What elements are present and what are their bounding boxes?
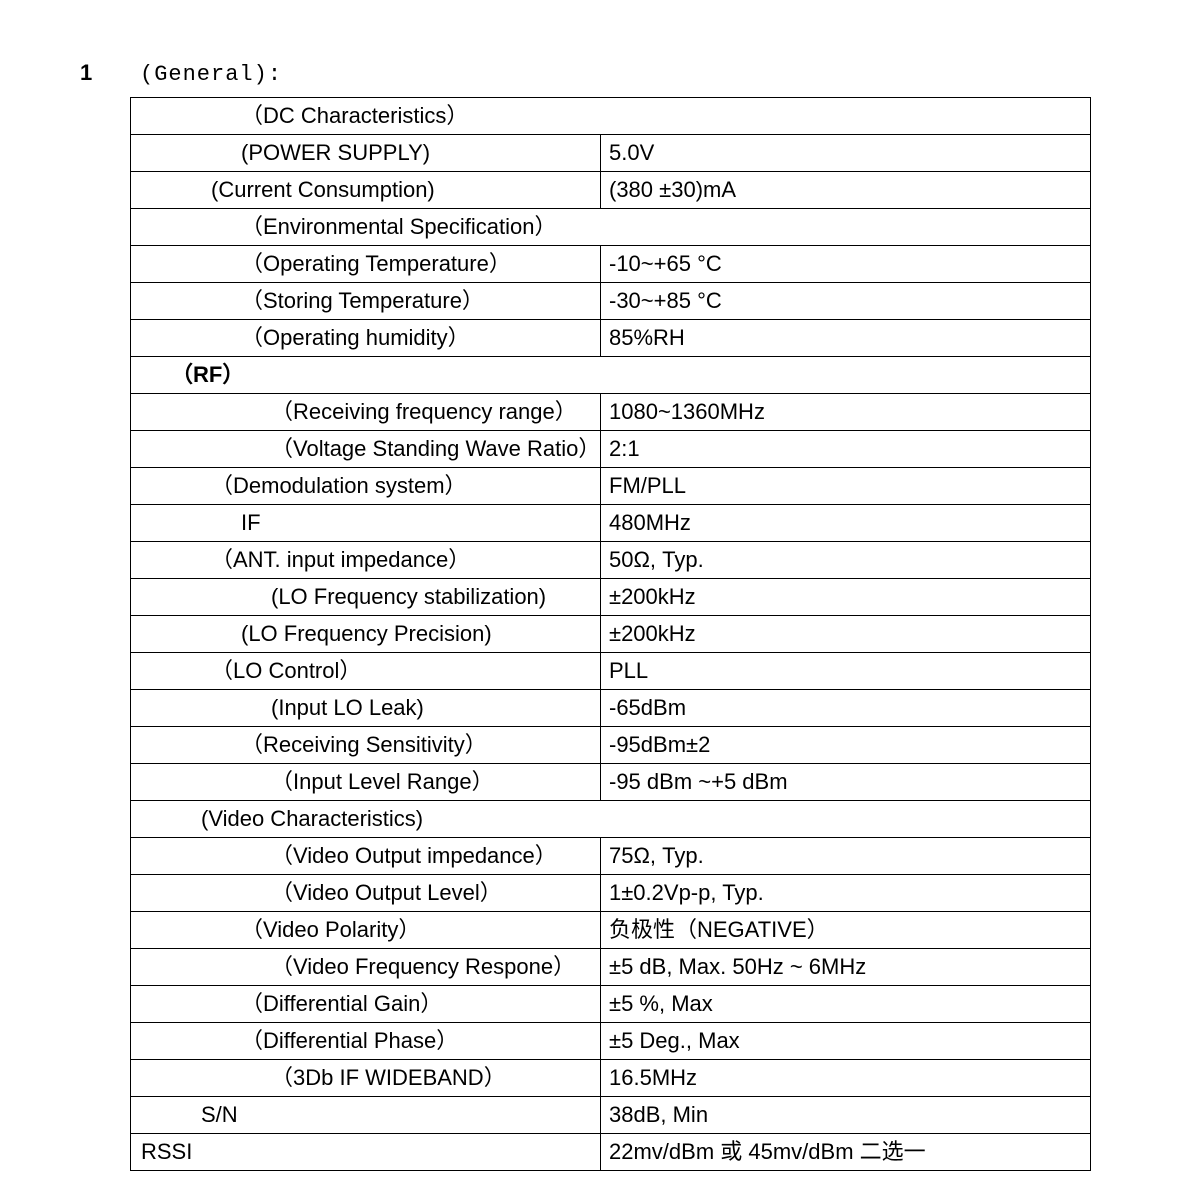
spec-label-cell: （Input Level Range）: [131, 764, 601, 801]
table-row: (POWER SUPPLY)5.0V: [131, 135, 1091, 172]
spec-label-cell: （Receiving Sensitivity）: [131, 727, 601, 764]
table-row: （ANT. input impedance）50Ω, Typ.: [131, 542, 1091, 579]
table-row: （Video Output impedance）75Ω, Typ.: [131, 838, 1091, 875]
table-row: （RF）: [131, 357, 1091, 394]
spec-label-cell: IF: [131, 505, 601, 542]
spec-label-cell: (Input LO Leak): [131, 690, 601, 727]
spec-label-cell: （Storing Temperature）: [131, 283, 601, 320]
spec-label-cell: （Differential Phase）: [131, 1023, 601, 1060]
spec-value-cell: 50Ω, Typ.: [601, 542, 1091, 579]
spec-label-cell: (Current Consumption): [131, 172, 601, 209]
table-row: S/N38dB, Min: [131, 1097, 1091, 1134]
spec-value-cell: 22mv/dBm 或 45mv/dBm 二选一: [601, 1134, 1091, 1171]
spec-value-cell: PLL: [601, 653, 1091, 690]
table-row: （Receiving Sensitivity）-95dBm±2: [131, 727, 1091, 764]
spec-value-cell: ±200kHz: [601, 579, 1091, 616]
section-header-cell: （DC Characteristics）: [131, 98, 1091, 135]
spec-value-cell: 480MHz: [601, 505, 1091, 542]
spec-label-cell: （LO Control）: [131, 653, 601, 690]
table-row: （Differential Phase）±5 Deg., Max: [131, 1023, 1091, 1060]
spec-value-cell: ±200kHz: [601, 616, 1091, 653]
page: 1 (General): （DC Characteristics）(POWER …: [0, 0, 1200, 1171]
spec-value-cell: -10~+65 °C: [601, 246, 1091, 283]
table-row: （Video Frequency Respone）±5 dB, Max. 50H…: [131, 949, 1091, 986]
spec-value-cell: 38dB, Min: [601, 1097, 1091, 1134]
spec-label-cell: （Demodulation system）: [131, 468, 601, 505]
table-row: （Video Polarity）负极性（NEGATIVE）: [131, 912, 1091, 949]
table-row: （Differential Gain）±5 %, Max: [131, 986, 1091, 1023]
table-row: (LO Frequency stabilization)±200kHz: [131, 579, 1091, 616]
table-row: （Voltage Standing Wave Ratio）2:1: [131, 431, 1091, 468]
spec-value-cell: -65dBm: [601, 690, 1091, 727]
heading-number: 1: [80, 60, 140, 86]
spec-value-cell: 85%RH: [601, 320, 1091, 357]
table-row: （Video Output Level）1±0.2Vp-p, Typ.: [131, 875, 1091, 912]
section-header-cell: (Video Characteristics): [131, 801, 1091, 838]
spec-value-cell: ±5 Deg., Max: [601, 1023, 1091, 1060]
spec-label-cell: （Video Output impedance）: [131, 838, 601, 875]
section-heading: 1 (General):: [80, 60, 1120, 87]
spec-label-cell: (POWER SUPPLY): [131, 135, 601, 172]
spec-label-cell: （Voltage Standing Wave Ratio）: [131, 431, 601, 468]
spec-value-cell: 1±0.2Vp-p, Typ.: [601, 875, 1091, 912]
section-header-cell: （Environmental Specification）: [131, 209, 1091, 246]
spec-label-cell: (LO Frequency stabilization): [131, 579, 601, 616]
table-row: （Input Level Range）-95 dBm ~+5 dBm: [131, 764, 1091, 801]
spec-value-cell: ±5 %, Max: [601, 986, 1091, 1023]
table-row: （Environmental Specification）: [131, 209, 1091, 246]
heading-label: (General):: [140, 62, 282, 87]
spec-value-cell: (380 ±30)mA: [601, 172, 1091, 209]
spec-label-cell: （Operating Temperature）: [131, 246, 601, 283]
spec-value-cell: 负极性（NEGATIVE）: [601, 912, 1091, 949]
table-row: （LO Control）PLL: [131, 653, 1091, 690]
spec-label-cell: （3Db IF WIDEBAND）: [131, 1060, 601, 1097]
table-row: (Current Consumption)(380 ±30)mA: [131, 172, 1091, 209]
spec-label-cell: S/N: [131, 1097, 601, 1134]
spec-value-cell: -95dBm±2: [601, 727, 1091, 764]
spec-value-cell: 2:1: [601, 431, 1091, 468]
spec-label-cell: （Video Frequency Respone）: [131, 949, 601, 986]
table-row: (Input LO Leak)-65dBm: [131, 690, 1091, 727]
spec-value-cell: 1080~1360MHz: [601, 394, 1091, 431]
spec-value-cell: 16.5MHz: [601, 1060, 1091, 1097]
spec-value-cell: 75Ω, Typ.: [601, 838, 1091, 875]
spec-label-cell: （Receiving frequency range）: [131, 394, 601, 431]
table-row: （3Db IF WIDEBAND）16.5MHz: [131, 1060, 1091, 1097]
spec-label-cell: RSSI: [131, 1134, 601, 1171]
section-header-cell: （RF）: [131, 357, 1091, 394]
spec-label-cell: （Video Polarity）: [131, 912, 601, 949]
table-row: RSSI22mv/dBm 或 45mv/dBm 二选一: [131, 1134, 1091, 1171]
spec-label-cell: （ANT. input impedance）: [131, 542, 601, 579]
table-row: （Operating humidity）85%RH: [131, 320, 1091, 357]
table-row: （DC Characteristics）: [131, 98, 1091, 135]
spec-label-cell: （Differential Gain）: [131, 986, 601, 1023]
table-row: (LO Frequency Precision)±200kHz: [131, 616, 1091, 653]
table-row: （Demodulation system）FM/PLL: [131, 468, 1091, 505]
spec-value-cell: FM/PLL: [601, 468, 1091, 505]
table-row: IF480MHz: [131, 505, 1091, 542]
table-row: （Storing Temperature）-30~+85 °C: [131, 283, 1091, 320]
spec-label-cell: (LO Frequency Precision): [131, 616, 601, 653]
table-row: (Video Characteristics): [131, 801, 1091, 838]
spec-label-cell: （Operating humidity）: [131, 320, 601, 357]
spec-value-cell: ±5 dB, Max. 50Hz ~ 6MHz: [601, 949, 1091, 986]
spec-label-cell: （Video Output Level）: [131, 875, 601, 912]
spec-value-cell: -30~+85 °C: [601, 283, 1091, 320]
table-row: （Operating Temperature）-10~+65 °C: [131, 246, 1091, 283]
spec-value-cell: 5.0V: [601, 135, 1091, 172]
spec-table: （DC Characteristics）(POWER SUPPLY)5.0V(C…: [130, 97, 1091, 1171]
spec-value-cell: -95 dBm ~+5 dBm: [601, 764, 1091, 801]
table-row: （Receiving frequency range）1080~1360MHz: [131, 394, 1091, 431]
